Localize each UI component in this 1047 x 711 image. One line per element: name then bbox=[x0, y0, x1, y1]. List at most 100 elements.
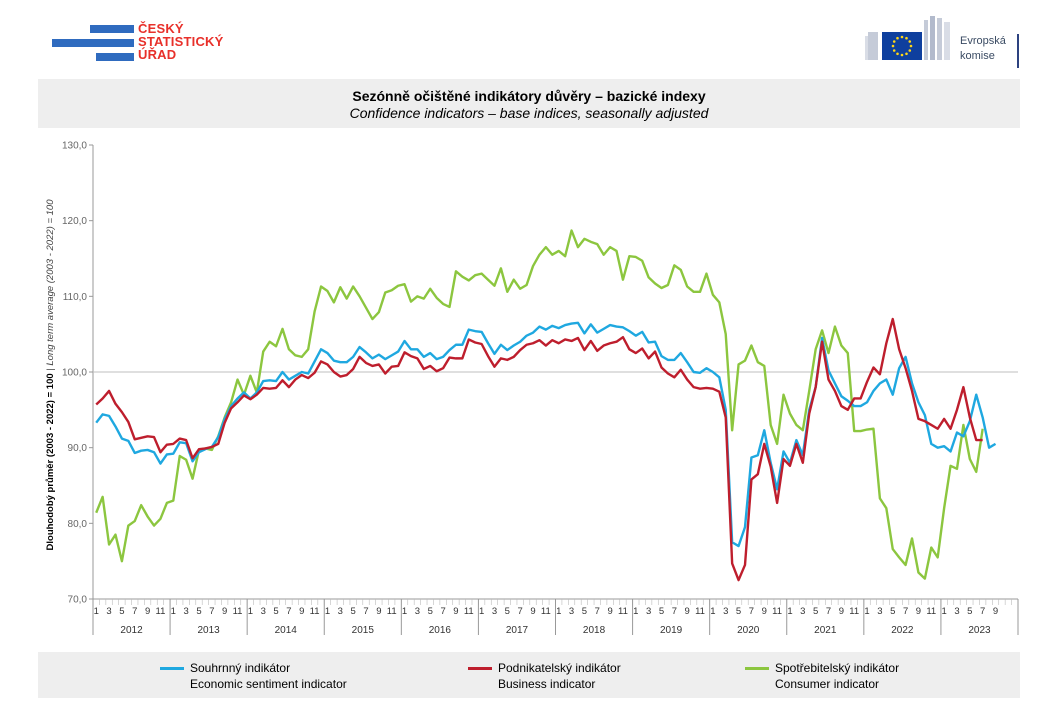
series-line-economic bbox=[95, 321, 997, 548]
x-year-label: 2019 bbox=[660, 625, 683, 636]
eu-star-icon bbox=[896, 52, 899, 56]
x-year-label: 2021 bbox=[814, 625, 837, 636]
chart-series bbox=[95, 229, 997, 582]
x-month-label: 9 bbox=[222, 606, 227, 617]
eu-star-icon bbox=[900, 53, 904, 57]
x-month-label: 9 bbox=[762, 606, 767, 617]
x-month-label: 3 bbox=[415, 606, 420, 617]
x-year-label: 2014 bbox=[275, 625, 298, 636]
x-month-label: 7 bbox=[286, 606, 291, 617]
x-month-label: 1 bbox=[248, 606, 253, 617]
x-month-label: 9 bbox=[145, 606, 150, 617]
eu-star-icon bbox=[900, 35, 904, 39]
czso-logo-text: ČESKÝ STATISTICKÝ ÚŘAD bbox=[138, 21, 224, 62]
x-month-label: 7 bbox=[672, 606, 677, 617]
european-commission-logo: Evropská komise bbox=[864, 16, 1024, 68]
x-month-label: 9 bbox=[299, 606, 304, 617]
eu-star-icon bbox=[896, 36, 899, 40]
x-month-label: 11 bbox=[772, 606, 782, 617]
legend-swatch-business bbox=[468, 667, 492, 670]
x-year-label: 2012 bbox=[120, 625, 143, 636]
x-year-label: 2017 bbox=[506, 625, 529, 636]
x-month-label: 7 bbox=[595, 606, 600, 617]
y-tick-label: 80,0 bbox=[68, 519, 88, 530]
x-month-label: 11 bbox=[156, 606, 166, 617]
legend-label-consumer: Spotřebitelský indikátor bbox=[775, 661, 900, 675]
ec-logo-rule bbox=[1017, 34, 1019, 68]
y-tick-label: 100,0 bbox=[62, 368, 87, 379]
x-month-label: 7 bbox=[132, 606, 137, 617]
x-month-label: 1 bbox=[402, 606, 407, 617]
x-month-label: 5 bbox=[505, 606, 510, 617]
x-month-label: 1 bbox=[864, 606, 869, 617]
x-month-label: 9 bbox=[993, 606, 998, 617]
x-month-label: 3 bbox=[183, 606, 188, 617]
chart-title: Sezónně očištěné indikátory důvěry – baz… bbox=[352, 88, 706, 104]
x-month-label: 1 bbox=[479, 606, 484, 617]
x-month-label: 7 bbox=[209, 606, 214, 617]
eu-star-icon bbox=[909, 44, 913, 48]
eu-star-icon bbox=[908, 40, 912, 43]
x-month-label: 1 bbox=[633, 606, 638, 617]
x-month-label: 5 bbox=[736, 606, 741, 617]
x-month-label: 11 bbox=[310, 606, 320, 617]
x-year-label: 2023 bbox=[968, 625, 991, 636]
eu-star-icon bbox=[891, 44, 895, 48]
y-tick-label: 120,0 bbox=[62, 216, 87, 227]
eu-star-icon bbox=[892, 40, 896, 43]
eu-star-icon bbox=[905, 36, 908, 40]
chart-legend: Souhrnný indikátor Economic sentiment in… bbox=[38, 652, 1020, 698]
x-month-label: 9 bbox=[530, 606, 535, 617]
x-month-label: 3 bbox=[569, 606, 574, 617]
x-month-label: 3 bbox=[106, 606, 111, 617]
x-month-label: 3 bbox=[723, 606, 728, 617]
x-year-label: 2016 bbox=[429, 625, 452, 636]
x-month-label: 1 bbox=[787, 606, 792, 617]
x-month-label: 5 bbox=[890, 606, 895, 617]
x-month-label: 7 bbox=[826, 606, 831, 617]
x-month-label: 5 bbox=[119, 606, 124, 617]
legend-swatch-consumer bbox=[745, 667, 769, 670]
eu-star-icon bbox=[892, 49, 896, 52]
x-month-label: 1 bbox=[325, 606, 330, 617]
y-tick-label: 70,0 bbox=[68, 595, 88, 606]
x-month-label: 1 bbox=[941, 606, 946, 617]
series-line-business bbox=[95, 317, 983, 582]
eu-star-icon bbox=[905, 52, 908, 56]
x-month-label: 1 bbox=[556, 606, 561, 617]
x-month-label: 5 bbox=[273, 606, 278, 617]
x-month-label: 11 bbox=[464, 606, 474, 617]
x-month-label: 7 bbox=[518, 606, 523, 617]
x-month-label: 3 bbox=[877, 606, 882, 617]
x-month-label: 11 bbox=[926, 606, 936, 617]
y-tick-label: 130,0 bbox=[62, 141, 87, 152]
x-month-label: 3 bbox=[492, 606, 497, 617]
x-month-label: 11 bbox=[849, 606, 859, 617]
x-year-label: 2020 bbox=[737, 625, 760, 636]
x-month-label: 1 bbox=[710, 606, 715, 617]
x-month-label: 9 bbox=[453, 606, 458, 617]
eu-star-icon bbox=[908, 49, 912, 52]
x-month-label: 3 bbox=[261, 606, 266, 617]
x-year-label: 2015 bbox=[352, 625, 375, 636]
x-month-label: 7 bbox=[980, 606, 985, 617]
x-month-label: 3 bbox=[800, 606, 805, 617]
y-tick-label: 110,0 bbox=[63, 292, 88, 303]
x-month-label: 5 bbox=[582, 606, 587, 617]
x-month-label: 5 bbox=[351, 606, 356, 617]
chart-title-box: Sezónně očištěné indikátory důvěry – baz… bbox=[38, 79, 1020, 128]
legend-label-economic: Souhrnný indikátor bbox=[190, 661, 291, 675]
x-month-label: 5 bbox=[428, 606, 433, 617]
chart-subtitle: Confidence indicators – base indices, se… bbox=[349, 105, 709, 121]
y-tick-label: 90,0 bbox=[68, 443, 88, 454]
x-month-label: 9 bbox=[685, 606, 690, 617]
legend-label-economic-en: Economic sentiment indicator bbox=[190, 677, 347, 691]
x-month-label: 5 bbox=[813, 606, 818, 617]
x-month-label: 3 bbox=[338, 606, 343, 617]
y-axis-label-en: | Long term average (2003 - 2022) = 100 bbox=[45, 199, 56, 374]
legend-label-business-en: Business indicator bbox=[498, 677, 596, 691]
x-month-label: 9 bbox=[916, 606, 921, 617]
x-month-label: 9 bbox=[607, 606, 612, 617]
x-month-label: 11 bbox=[233, 606, 243, 617]
